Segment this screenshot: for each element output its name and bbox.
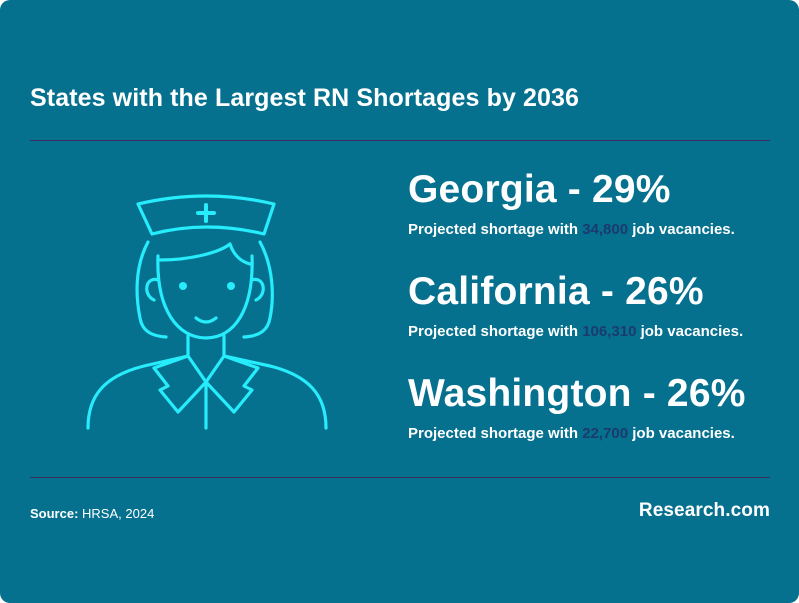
stat-georgia: Georgia - 29% Projected shortage with 34… bbox=[408, 170, 735, 237]
bottom-divider bbox=[30, 477, 770, 478]
stat-heading: California - 26% bbox=[408, 270, 704, 313]
stat-heading: Washington - 26% bbox=[408, 372, 746, 415]
stat-prefix: Projected shortage with bbox=[408, 221, 583, 238]
vacancy-count: 34,800 bbox=[582, 221, 629, 238]
stat-suffix: job vacancies. bbox=[636, 323, 744, 340]
top-divider bbox=[30, 140, 770, 141]
stat-suffix: job vacancies. bbox=[628, 221, 735, 238]
source-value: HRSA, 2024 bbox=[82, 506, 155, 521]
stat-washington: Washington - 26% Projected shortage with… bbox=[408, 374, 746, 441]
stat-description: Projected shortage with 22,700 job vacan… bbox=[408, 426, 746, 441]
source-label: Source: bbox=[30, 506, 79, 521]
nurse-icon bbox=[82, 190, 332, 430]
stat-suffix: job vacancies. bbox=[628, 425, 735, 442]
stat-prefix: Projected shortage with bbox=[408, 323, 583, 340]
vacancy-count: 22,700 bbox=[582, 425, 629, 442]
brand-logo: Research.com bbox=[638, 500, 770, 521]
stat-heading: Georgia - 29% bbox=[408, 168, 671, 211]
source-note: Source: HRSA, 2024 bbox=[30, 506, 154, 521]
stat-description: Projected shortage with 34,800 job vacan… bbox=[408, 222, 735, 237]
vacancy-count: 106,310 bbox=[582, 323, 637, 340]
stat-california: California - 26% Projected shortage with… bbox=[408, 272, 743, 339]
infographic-title: States with the Largest RN Shortages by … bbox=[30, 84, 580, 112]
stat-description: Projected shortage with 106,310 job vaca… bbox=[408, 324, 743, 339]
stat-prefix: Projected shortage with bbox=[408, 425, 583, 442]
